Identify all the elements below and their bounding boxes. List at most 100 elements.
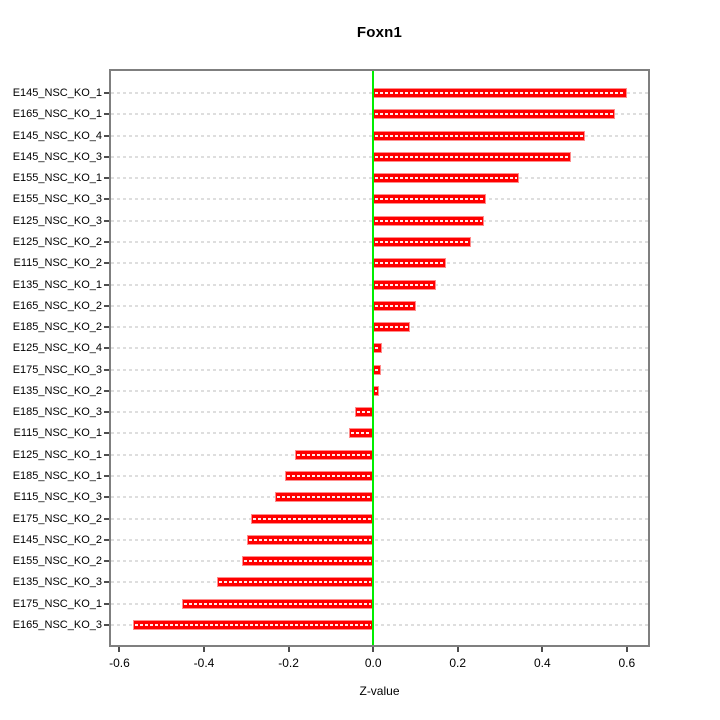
- y-axis-label: E135_NSC_KO_2: [12, 384, 102, 397]
- x-axis-tick: [118, 645, 121, 652]
- bar: [373, 258, 446, 269]
- bar-hatch-pattern: [375, 155, 570, 158]
- y-axis-label: E185_NSC_KO_1: [12, 470, 102, 483]
- bar-hatch-pattern: [286, 475, 372, 478]
- y-axis-label: E145_NSC_KO_1: [12, 87, 102, 99]
- x-axis-tick-label: -0.4: [193, 656, 215, 670]
- bar-hatch-pattern: [351, 432, 372, 435]
- x-axis-tick: [203, 645, 206, 652]
- bar: [373, 364, 382, 375]
- y-axis-label: E145_NSC_KO_2: [12, 533, 102, 546]
- y-axis-label: E125_NSC_KO_4: [12, 342, 102, 355]
- row-gridline: [111, 560, 648, 563]
- y-axis-tick: [104, 389, 111, 392]
- y-axis-tick: [104, 496, 111, 499]
- bar-hatch-pattern: [375, 262, 444, 265]
- bar: [182, 598, 374, 609]
- row-gridline: [111, 389, 648, 392]
- bar: [373, 236, 472, 247]
- bar: [373, 343, 383, 354]
- bar-hatch-pattern: [277, 496, 372, 499]
- y-axis-tick: [104, 475, 111, 478]
- bar: [251, 513, 374, 524]
- y-axis-label: E175_NSC_KO_3: [12, 363, 102, 376]
- bar-hatch-pattern: [375, 113, 614, 116]
- y-axis-tick: [104, 411, 111, 414]
- bar-hatch-pattern: [297, 453, 372, 456]
- row-gridline: [111, 517, 648, 520]
- y-axis-tick: [104, 219, 111, 222]
- bar: [373, 109, 616, 120]
- bar-hatch-pattern: [357, 411, 372, 414]
- x-axis-tick-label: 0.4: [533, 656, 551, 670]
- x-axis-tick: [625, 645, 628, 652]
- bar-hatch-pattern: [184, 602, 372, 605]
- y-axis-tick: [104, 326, 111, 329]
- bar: [373, 322, 410, 333]
- x-axis-tick-label: 0.6: [618, 656, 636, 670]
- x-axis-tick: [287, 645, 290, 652]
- y-axis-tick: [104, 177, 111, 180]
- y-axis-label: E165_NSC_KO_3: [12, 619, 102, 631]
- bar-hatch-pattern: [375, 219, 483, 222]
- y-axis-label: E135_NSC_KO_3: [12, 576, 102, 589]
- row-gridline: [111, 496, 648, 499]
- y-axis-label: E185_NSC_KO_2: [12, 321, 102, 334]
- bar: [275, 492, 374, 503]
- zero-line: [372, 71, 375, 645]
- y-axis-tick: [104, 347, 111, 350]
- y-axis-tick: [104, 517, 111, 520]
- y-axis-label: E165_NSC_KO_2: [12, 299, 102, 312]
- y-axis-tick: [104, 198, 111, 201]
- y-axis-tick: [104, 92, 111, 94]
- bar: [373, 173, 520, 184]
- y-axis-label: E165_NSC_KO_1: [12, 108, 102, 121]
- bar-hatch-pattern: [375, 304, 414, 307]
- bar: [373, 151, 572, 162]
- chart-title: Foxn1: [356, 24, 403, 41]
- bar-hatch-pattern: [375, 92, 625, 94]
- x-axis-tick-label: -0.2: [278, 656, 299, 670]
- x-axis-tick-label: 0.2: [449, 656, 467, 670]
- x-axis-tick-label: -0.6: [109, 656, 130, 670]
- row-gridline: [111, 475, 648, 478]
- y-axis-tick: [104, 368, 111, 371]
- y-axis-tick: [104, 134, 111, 137]
- bar: [373, 279, 436, 290]
- y-axis-tick: [104, 113, 111, 116]
- bar: [373, 215, 485, 226]
- y-axis-label: E175_NSC_KO_2: [12, 512, 102, 525]
- row-gridline: [111, 411, 648, 414]
- y-axis-tick: [104, 538, 111, 541]
- bar: [373, 88, 627, 98]
- bar-hatch-pattern: [219, 581, 372, 584]
- row-gridline: [111, 602, 648, 605]
- bar-hatch-pattern: [253, 517, 372, 520]
- bar-hatch-pattern: [375, 134, 584, 137]
- y-axis-tick: [104, 624, 111, 626]
- y-axis-tick: [104, 283, 111, 286]
- row-gridline: [111, 538, 648, 541]
- y-axis-label: E145_NSC_KO_4: [12, 129, 102, 142]
- bar-hatch-pattern: [375, 347, 381, 350]
- y-axis-label: E155_NSC_KO_3: [12, 193, 102, 206]
- x-axis-tick: [372, 645, 375, 652]
- y-axis-label: E115_NSC_KO_2: [13, 257, 102, 270]
- y-axis-tick: [104, 581, 111, 584]
- bar: [373, 130, 586, 141]
- y-axis-tick: [104, 240, 111, 243]
- row-gridline: [111, 453, 648, 456]
- bar: [373, 300, 416, 311]
- bar-hatch-pattern: [375, 326, 408, 329]
- y-axis-label: E125_NSC_KO_1: [12, 448, 102, 461]
- bar: [355, 407, 374, 418]
- y-axis-label: E115_NSC_KO_3: [13, 491, 102, 504]
- bar-hatch-pattern: [375, 240, 470, 243]
- bar-hatch-pattern: [375, 368, 380, 371]
- bar: [295, 449, 374, 460]
- x-axis-tick-label: 0.0: [364, 656, 382, 670]
- y-axis-tick: [104, 453, 111, 456]
- y-axis-label: E145_NSC_KO_3: [12, 150, 102, 163]
- y-axis-label: E155_NSC_KO_2: [12, 555, 102, 568]
- x-axis-tick: [456, 645, 459, 652]
